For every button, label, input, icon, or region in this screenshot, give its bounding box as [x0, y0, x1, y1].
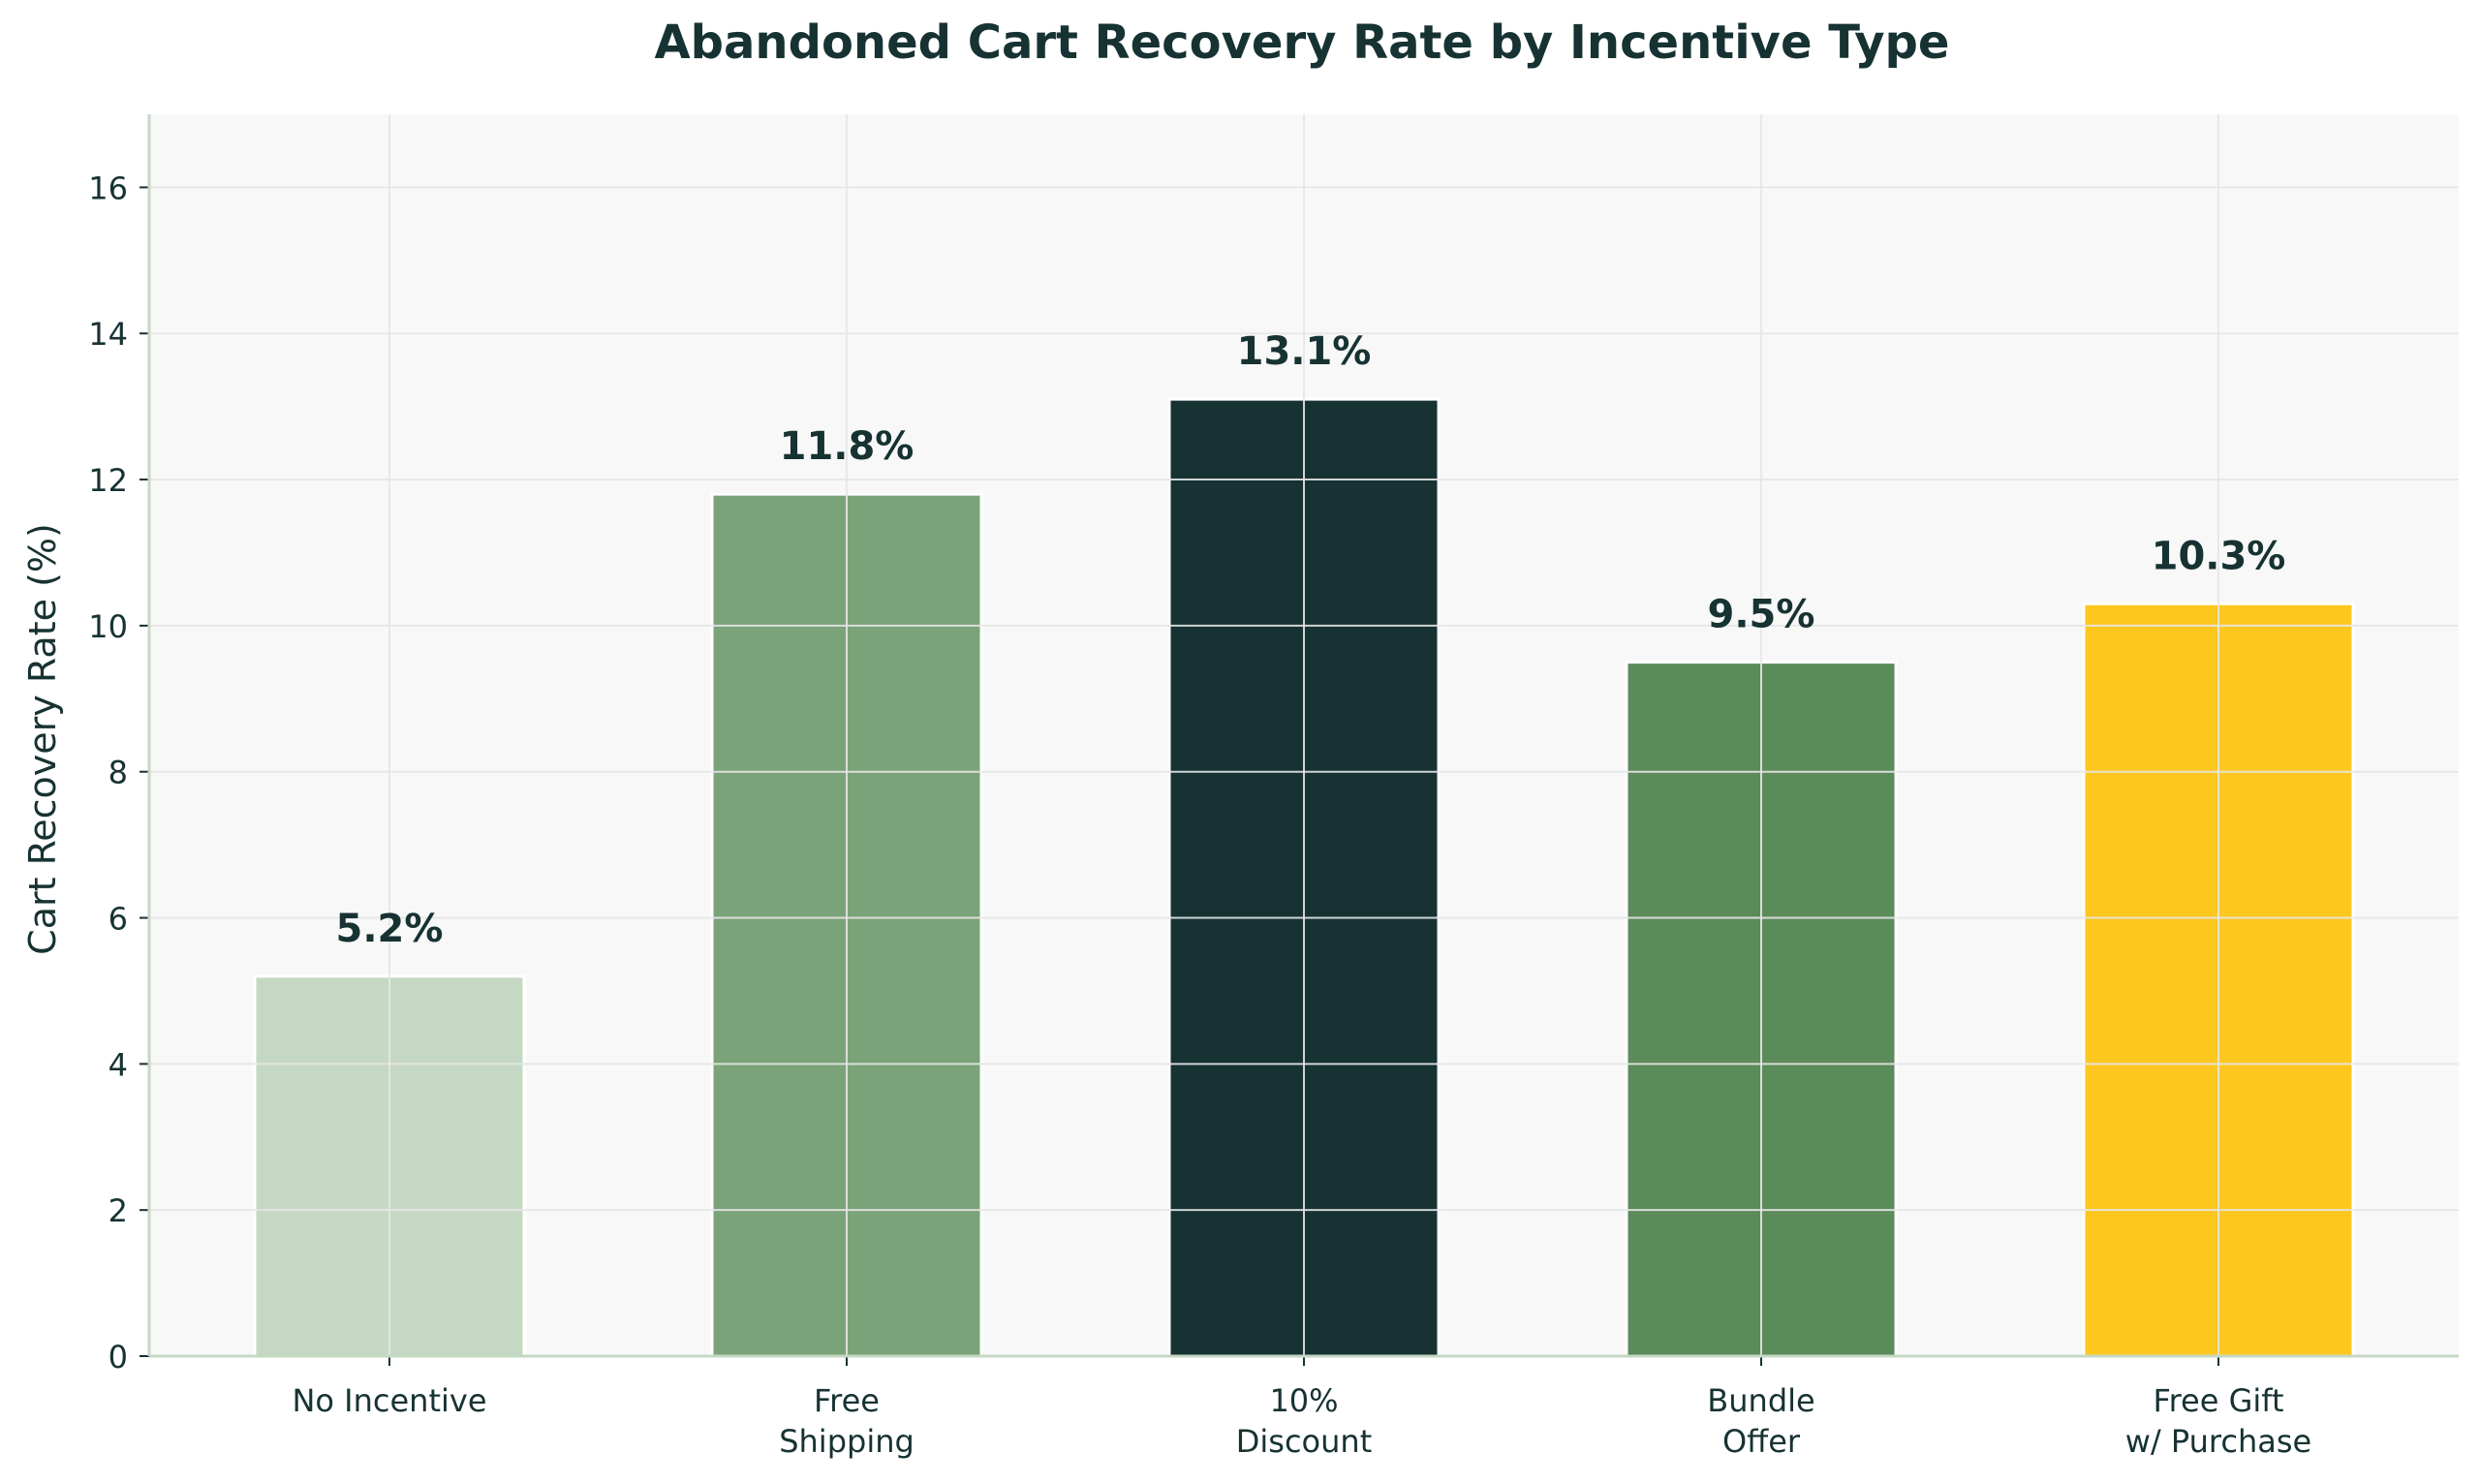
- chart-title: Abandoned Cart Recovery Rate by Incentiv…: [655, 15, 1950, 70]
- y-tick-label: 4: [108, 1046, 128, 1083]
- data-label: 11.8%: [780, 424, 914, 469]
- plot-area: 0 2 4 6 8 10 12 14 16 No Incentive Free Shipping 10%…: [88, 114, 2459, 1460]
- y-tick-label: 10: [88, 608, 128, 645]
- y-tick-label: 0: [108, 1339, 128, 1376]
- y-tick-label: 12: [88, 462, 128, 499]
- y-tick-label: 6: [108, 901, 128, 938]
- y-tick-label: 2: [108, 1192, 128, 1229]
- data-label: 5.2%: [336, 907, 444, 951]
- y-tick-label: 14: [88, 316, 128, 353]
- y-tick-label: 8: [108, 755, 128, 791]
- x-tick-label: No Incentive: [292, 1382, 486, 1419]
- x-tick-label: 10% Discount: [1236, 1382, 1372, 1460]
- data-label: 10.3%: [2152, 534, 2286, 578]
- y-tick-label: 16: [88, 170, 128, 206]
- data-label: 13.1%: [1237, 329, 1372, 374]
- data-label: 9.5%: [1708, 593, 1815, 637]
- x-tick-label: Bundle Offer: [1707, 1382, 1814, 1460]
- x-tick-label: Free Shipping: [779, 1382, 914, 1460]
- y-axis-label: Cart Recovery Rate (%): [21, 523, 64, 955]
- x-tick-label: Free Gift w/ Purchase: [2125, 1382, 2311, 1460]
